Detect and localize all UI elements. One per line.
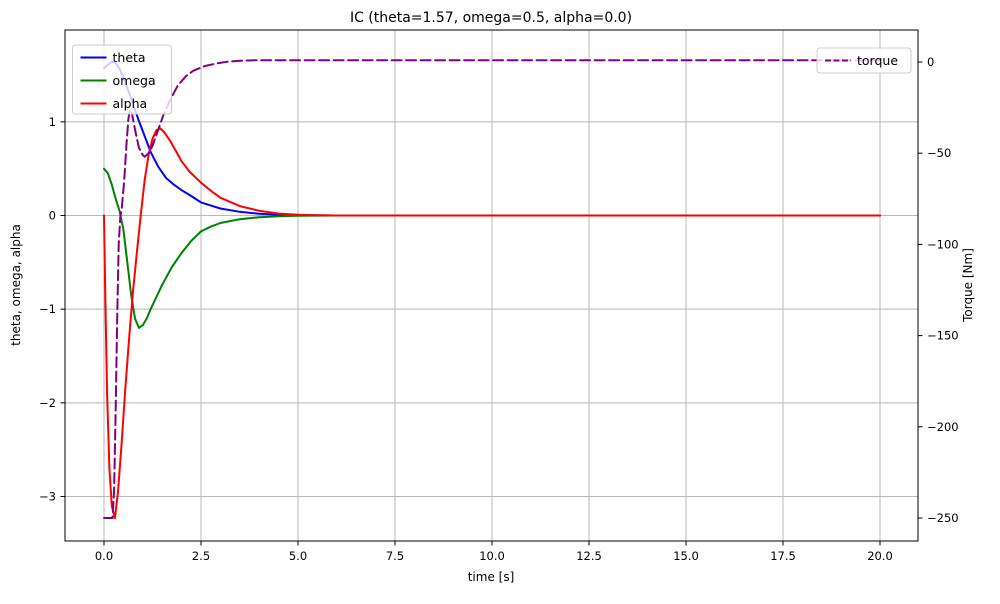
curve-alpha bbox=[103, 127, 881, 520]
y-left-tick-label: −1 bbox=[39, 302, 56, 316]
x-tick-label: 20.0 bbox=[867, 549, 893, 563]
x-tick-label: 7.5 bbox=[386, 549, 404, 563]
y-left-tick-label: −2 bbox=[39, 396, 56, 410]
x-tick-label: 15.0 bbox=[673, 549, 699, 563]
legend-box bbox=[816, 47, 912, 74]
y-left-tick-label: 1 bbox=[49, 115, 56, 129]
legend-label-torque: torque bbox=[857, 53, 898, 68]
y-left-axis-label: theta, omega, alpha bbox=[9, 224, 23, 346]
y-right-axis-label: Torque [Nm] bbox=[961, 248, 975, 323]
x-tick-label: 5.0 bbox=[289, 549, 307, 563]
grid bbox=[65, 30, 918, 541]
y-right-tick-label: −100 bbox=[927, 237, 959, 251]
x-tick-label: 2.5 bbox=[192, 549, 210, 563]
x-axis-ticks: 0.0 2.5 5.0 7.5 10.0 12.5 15.0 17.5 20.0 bbox=[95, 541, 893, 563]
x-tick-label: 17.5 bbox=[770, 549, 796, 563]
legend-label-alpha: alpha bbox=[113, 96, 148, 111]
y-left-tick-label: −3 bbox=[39, 490, 56, 504]
curves bbox=[103, 59, 881, 520]
x-axis-label: time [s] bbox=[468, 570, 515, 584]
y-left-axis-ticks: 1 0 −1 −2 −3 bbox=[39, 115, 65, 504]
legend-label-omega: omega bbox=[113, 73, 156, 88]
y-left-tick-label: 0 bbox=[49, 209, 56, 223]
legend-label-theta: theta bbox=[113, 50, 146, 65]
x-tick-label: 10.0 bbox=[479, 549, 505, 563]
legend-box bbox=[72, 44, 172, 115]
y-right-tick-label: −250 bbox=[927, 511, 959, 525]
y-right-tick-label: −200 bbox=[927, 420, 959, 434]
chart-title: IC (theta=1.57, omega=0.5, alpha=0.0) bbox=[350, 10, 632, 26]
legend-right: torque bbox=[816, 47, 912, 74]
curve-torque bbox=[103, 59, 881, 519]
x-tick-label: 0.0 bbox=[95, 549, 113, 563]
legend-left: theta omega alpha bbox=[72, 44, 172, 115]
y-right-tick-label: −150 bbox=[927, 329, 959, 343]
y-right-tick-label: 0 bbox=[927, 55, 934, 69]
y-right-axis-ticks: 0 −50 −100 −150 −200 −250 bbox=[918, 55, 959, 525]
x-tick-label: 12.5 bbox=[576, 549, 602, 563]
y-right-tick-label: −50 bbox=[927, 146, 951, 160]
